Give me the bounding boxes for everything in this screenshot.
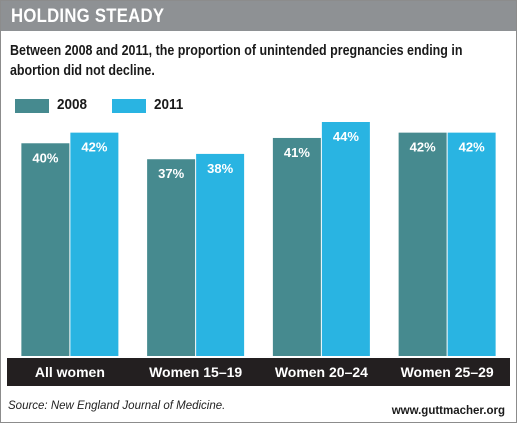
bar-2008-2 — [147, 159, 196, 356]
data-label-2011-3: 44% — [333, 129, 359, 144]
data-label-2011-1: 42% — [81, 140, 107, 155]
x-tick-label-3: Women 20–24 — [275, 364, 368, 380]
source-note: Source: New England Journal of Medicine. — [8, 400, 226, 412]
legend-swatch-2011 — [112, 99, 146, 113]
data-label-2011-4: 42% — [459, 140, 485, 155]
x-axis-band — [7, 358, 510, 386]
bar-2011-3 — [321, 122, 370, 356]
chart-subtitle: Between 2008 and 2011, the proportion of… — [10, 43, 463, 79]
x-tick-label-4: Women 25–29 — [401, 364, 494, 380]
data-label-2008-1: 40% — [32, 150, 58, 165]
header-bar: HOLDING STEADY — [1, 1, 516, 31]
legend-label-2011: 2011 — [154, 96, 184, 113]
legend-swatch-2008 — [15, 99, 49, 113]
data-label-2008-3: 41% — [284, 145, 310, 160]
data-label-2011-2: 38% — [207, 161, 233, 176]
bar-2011-4 — [447, 132, 496, 356]
website-link[interactable]: www.guttmacher.org — [391, 405, 505, 417]
bar-2008-4 — [398, 132, 447, 356]
legend-label-2008: 2008 — [57, 96, 88, 113]
x-tick-label-2: Women 15–19 — [149, 364, 242, 380]
x-tick-label-1: All women — [35, 364, 105, 380]
chart-title: HOLDING STEADY — [11, 6, 165, 27]
bar-2008-1 — [21, 143, 70, 356]
data-label-2008-4: 42% — [410, 140, 436, 155]
bar-2011-1 — [70, 132, 119, 356]
data-label-2008-2: 37% — [158, 166, 184, 181]
bar-2011-2 — [196, 153, 245, 356]
bar-2008-3 — [272, 137, 321, 356]
